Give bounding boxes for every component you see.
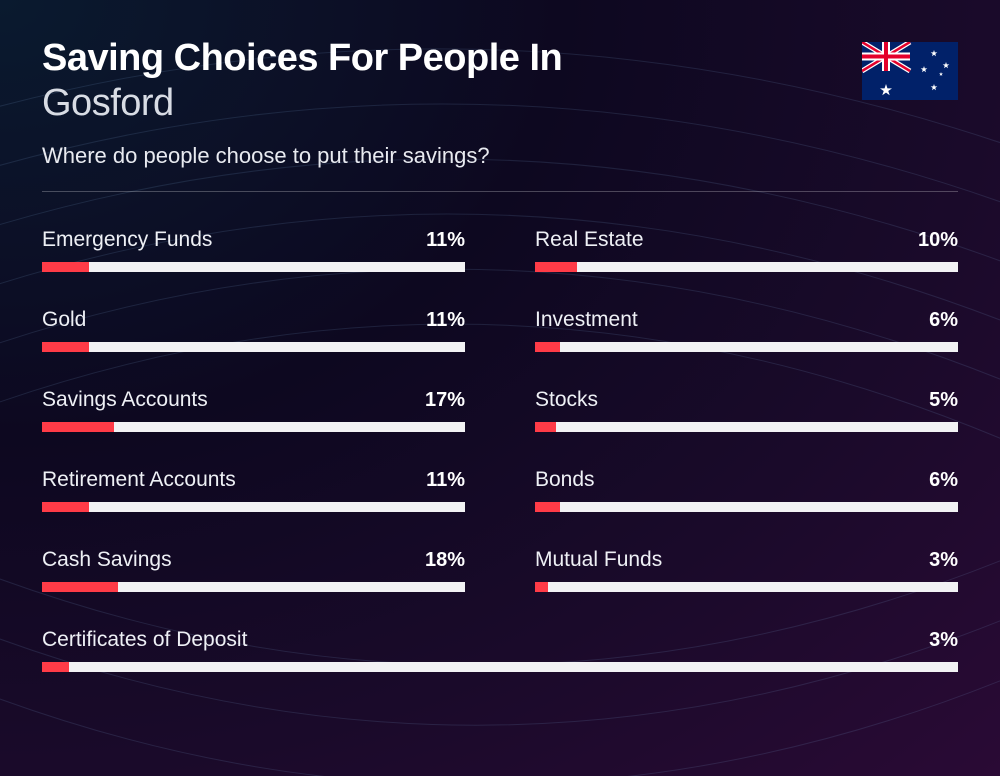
bar-item-header: Stocks 5% [535,388,958,412]
bar-item-header: Cash Savings 18% [42,548,465,572]
bar-item: Stocks 5% [535,388,958,432]
bar-track [535,342,958,352]
bar-label: Gold [42,308,86,332]
bar-label: Real Estate [535,228,644,252]
bar-label: Bonds [535,468,595,492]
bar-item: Bonds 6% [535,468,958,512]
bar-item-header: Savings Accounts 17% [42,388,465,412]
bar-track [42,582,465,592]
bar-value: 3% [929,629,958,652]
title-block: Saving Choices For People In Gosford Whe… [42,38,862,169]
bar-value: 11% [426,309,465,332]
bar-value: 10% [918,229,958,252]
bar-fill [535,582,548,592]
bar-item: Retirement Accounts 11% [42,468,465,512]
bar-item-header: Emergency Funds 11% [42,228,465,252]
bar-item: Cash Savings 18% [42,548,465,592]
bar-value: 18% [425,549,465,572]
bar-fill [42,502,89,512]
main-content: Saving Choices For People In Gosford Whe… [0,0,1000,672]
bar-label: Certificates of Deposit [42,628,247,652]
bar-item: Certificates of Deposit 3% [42,628,958,672]
bar-track [42,262,465,272]
bar-value: 11% [426,229,465,252]
bar-track [535,582,958,592]
full-width-bar: Certificates of Deposit 3% [42,628,958,672]
bar-value: 17% [425,389,465,412]
header: Saving Choices For People In Gosford Whe… [42,38,958,169]
subtitle: Where do people choose to put their savi… [42,143,862,169]
bar-fill [42,662,69,672]
bar-track [535,262,958,272]
bar-value: 6% [929,469,958,492]
bar-track [42,662,958,672]
bar-item-header: Gold 11% [42,308,465,332]
title-line1: Saving Choices For People In [42,38,862,80]
bar-fill [535,262,577,272]
bar-fill [535,422,556,432]
bar-label: Stocks [535,388,598,412]
bar-track [42,342,465,352]
bar-item-header: Retirement Accounts 11% [42,468,465,492]
bar-track [42,422,465,432]
bar-track [535,502,958,512]
bar-value: 6% [929,309,958,332]
bar-fill [42,582,118,592]
divider [42,191,958,192]
bar-label: Investment [535,308,638,332]
bar-label: Emergency Funds [42,228,212,252]
bar-fill [535,342,560,352]
australia-flag-icon [862,42,958,100]
bar-item-header: Real Estate 10% [535,228,958,252]
bar-item: Gold 11% [42,308,465,352]
bar-item: Real Estate 10% [535,228,958,272]
bar-fill [42,262,89,272]
bar-track [42,502,465,512]
bar-label: Retirement Accounts [42,468,236,492]
title-city: Gosford [42,82,862,125]
bar-item-header: Mutual Funds 3% [535,548,958,572]
bar-item-header: Bonds 6% [535,468,958,492]
bar-value: 5% [929,389,958,412]
bar-item: Mutual Funds 3% [535,548,958,592]
bar-label: Mutual Funds [535,548,662,572]
bar-item-header: Certificates of Deposit 3% [42,628,958,652]
bar-item: Investment 6% [535,308,958,352]
bar-label: Savings Accounts [42,388,208,412]
bar-grid: Emergency Funds 11% Real Estate 10% Gold 11% I… [42,228,958,592]
bar-item: Emergency Funds 11% [42,228,465,272]
bar-fill [42,342,89,352]
bar-value: 3% [929,549,958,572]
bar-track [535,422,958,432]
bar-item: Savings Accounts 17% [42,388,465,432]
bar-item-header: Investment 6% [535,308,958,332]
bar-value: 11% [426,469,465,492]
bar-fill [535,502,560,512]
bar-label: Cash Savings [42,548,172,572]
bar-fill [42,422,114,432]
